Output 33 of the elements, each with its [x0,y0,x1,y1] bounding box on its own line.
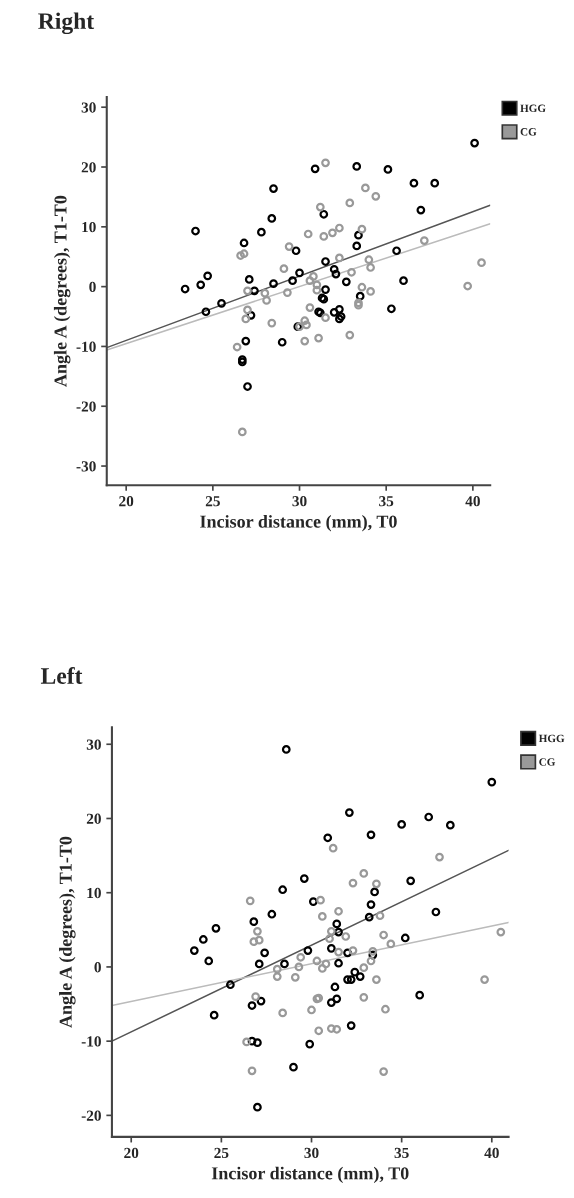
x-tick-label: 20 [119,496,134,507]
x-tick-label: 25 [214,1147,229,1159]
legend-label: CG [539,758,556,766]
y-tick-label: -30 [76,461,96,472]
x-tick-label: 30 [304,1147,319,1159]
y-tick-label: 10 [87,887,101,899]
x-tick-label: 20 [124,1147,139,1159]
x-tick-label: 40 [465,496,480,507]
y-tick-label: -10 [81,1036,101,1047]
y-tick-label: -20 [81,1110,101,1121]
x-axis-title: Incisor distance (mm), T0 [211,1166,409,1184]
legend-label: CG [520,128,537,136]
y-tick-label: -20 [76,401,96,412]
y-tick-label: 20 [81,162,96,173]
y-axis-title: Angle A (degrees), T1-T0 [59,836,76,1028]
x-tick-label: 30 [292,496,307,507]
chart-title: Right [38,12,95,35]
x-tick-label: 35 [394,1147,409,1159]
y-tick-label: -10 [76,341,96,352]
y-tick-label: 0 [94,962,101,973]
y-tick-label: 30 [86,739,101,750]
y-tick-label: 0 [89,281,96,293]
y-tick-label: 10 [82,221,96,233]
legend-label: HGG [538,734,565,743]
chart-title: Left [40,667,83,684]
x-axis-title: Incisor distance (mm), T0 [200,515,397,532]
x-tick-label: 40 [484,1147,499,1159]
y-tick-label: 20 [86,813,101,824]
y-tick-label: 30 [81,102,96,113]
y-axis-title: Angle A (degrees), T1-T0 [53,195,71,387]
x-tick-label: 35 [379,496,394,507]
legend-label: HGG [520,104,546,113]
x-tick-label: 25 [205,496,220,507]
